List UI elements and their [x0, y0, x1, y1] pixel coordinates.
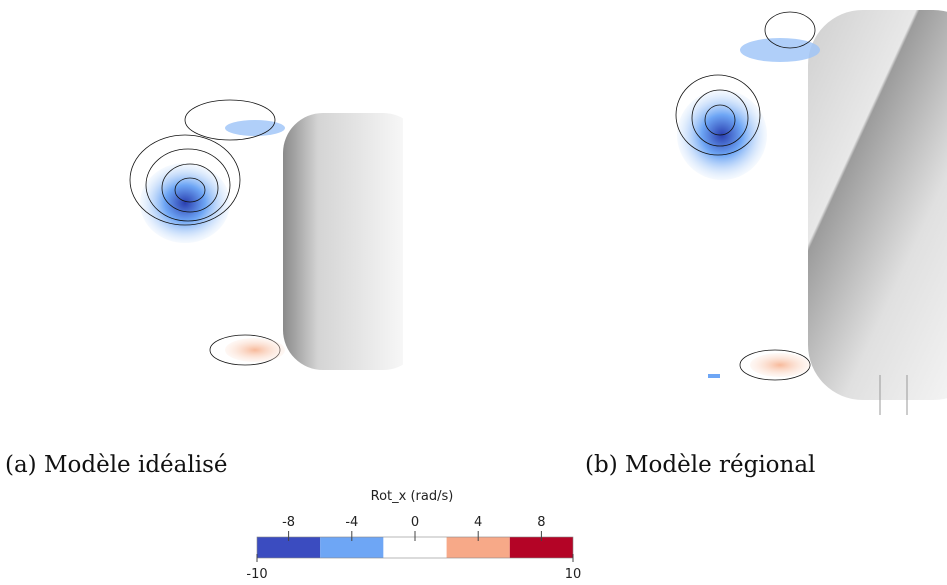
colorbar-segment	[320, 537, 384, 558]
tick-label: 4	[474, 515, 482, 530]
colorbar-segment	[509, 537, 573, 558]
colorbar-segment	[257, 537, 321, 558]
tick-label: -4	[345, 515, 358, 530]
colorbar-segment	[383, 537, 447, 558]
limit-label: -10	[246, 567, 267, 582]
caption: (b) Modèle régional	[585, 452, 815, 478]
panel-b-image	[675, 10, 947, 415]
tick-label: 0	[411, 515, 419, 530]
caption: (a) Modèle idéalisé	[5, 452, 228, 478]
panel-a-image	[129, 99, 433, 390]
limit-label: 10	[565, 567, 582, 582]
colorbar-title: Rot_x (rad/s)	[371, 489, 454, 504]
colorbar: Rot_x (rad/s) -8 -4 0 4 8 -10 10	[246, 489, 581, 582]
tick-label: -8	[282, 515, 295, 530]
colorbar-segment	[446, 537, 510, 558]
tick-label: 8	[537, 515, 545, 530]
